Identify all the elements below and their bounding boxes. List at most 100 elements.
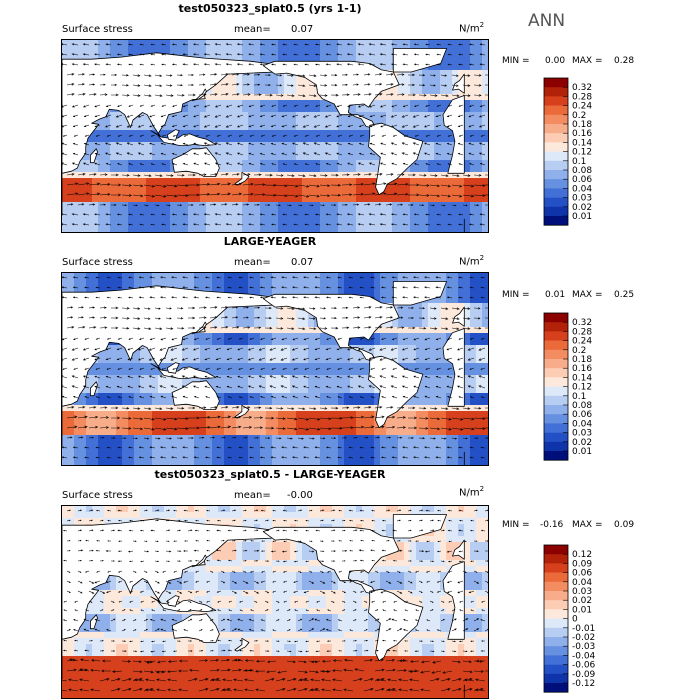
stress-vector-arrow [392,134,398,137]
shading-cell [254,160,261,167]
shading-cell [68,285,75,292]
shading-cell [302,178,309,185]
shading-cell [278,136,285,143]
shading-cell [236,154,243,161]
shading-cell [242,136,249,143]
shading-cell [128,148,135,155]
stress-vector-arrow [225,223,233,226]
shading-cell [176,190,183,197]
shading-cell [254,178,261,185]
shading-cell [170,124,177,131]
stress-vector-arrow [94,152,101,156]
shading-cell [344,52,351,59]
shading-cell [452,88,459,95]
stress-vector-arrow [225,213,233,216]
shading-cell [410,303,417,310]
shading-cell [350,214,357,221]
shading-cell [404,327,411,334]
shading-cell [362,357,369,364]
stress-vector-arrow [231,92,240,96]
shading-cell [350,196,357,203]
shading-cell [368,58,375,65]
stress-vector-arrow [149,124,156,128]
stress-vector-arrow [390,142,398,146]
panel-1-colorbar: 0.32 0.28 0.24 0.2 0.18 0.16 0.14 0.12 0.1 0.08 0.… [543,77,604,228]
shading-cell [224,375,231,382]
shading-cell [386,273,393,280]
shading-cell [338,351,345,358]
shading-cell [248,214,255,221]
shading-cell [284,345,291,352]
stress-vector-arrow [271,163,277,166]
shading-cell [242,124,249,131]
shading-cell [272,94,279,101]
shading-cell [314,387,321,394]
shading-cell [230,124,237,131]
shading-cell [164,190,171,197]
shading-cell [224,112,231,119]
stress-vector-arrow [357,223,365,226]
shading-cell [284,321,291,328]
stress-vector-arrow [451,174,460,178]
shading-cell [482,303,488,310]
shading-cell [428,214,435,221]
shading-cell [368,345,375,352]
shading-cell [176,184,183,191]
shading-cell [362,190,369,197]
shading-cell [194,363,201,370]
shading-cell [458,58,465,65]
shading-cell [290,40,297,47]
stress-vector-arrow [149,114,156,118]
shading-cell [458,184,465,191]
shading-cell [266,166,273,173]
shading-cell [440,118,447,125]
land-borneo [166,129,180,141]
shading-cell [224,226,231,232]
shading-cell [254,405,261,412]
shading-cell [218,327,225,334]
shading-cell [464,124,471,131]
shading-cell [314,124,321,131]
shading-cell [428,106,435,113]
shading-cell [326,333,333,340]
colorbar-tick-label: 0.01 [572,212,592,222]
shading-cell [464,381,471,388]
shading-cell [326,148,333,155]
shading-cell [254,351,261,358]
stress-vector-arrow [176,84,183,87]
shading-cell [392,357,399,364]
stress-vector-arrow [462,84,471,87]
shading-cell [326,279,333,286]
shading-cell [362,178,369,185]
stress-vector-arrow [139,213,145,216]
stress-vector-arrow [401,114,409,118]
shading-cell [110,160,117,167]
shading-cell [410,184,417,191]
shading-cell [296,351,303,358]
shading-cell [116,190,123,197]
shading-cell [320,124,327,131]
shading-cell [152,387,159,394]
shading-cell [134,220,141,227]
shading-cell [338,405,345,412]
shading-cell [284,339,291,346]
shading-cell [260,52,267,59]
shading-cell [200,279,207,286]
shading-cell [242,429,249,436]
shading-cell [194,124,201,131]
shading-cell [224,279,231,286]
stress-vector-arrow [369,124,376,128]
shading-cell [326,112,333,119]
shading-cell [92,196,99,203]
shading-cell [356,339,363,346]
stress-vector-arrow [379,53,387,56]
shading-cell [254,52,261,59]
shading-cell [308,142,315,149]
shading-cell [440,411,447,418]
shading-cell [224,202,231,209]
units-exponent: 2 [479,21,485,29]
stress-vector-arrow [160,152,167,156]
shading-cell [308,124,315,131]
shading-cell [224,357,231,364]
shading-cell [476,291,483,298]
